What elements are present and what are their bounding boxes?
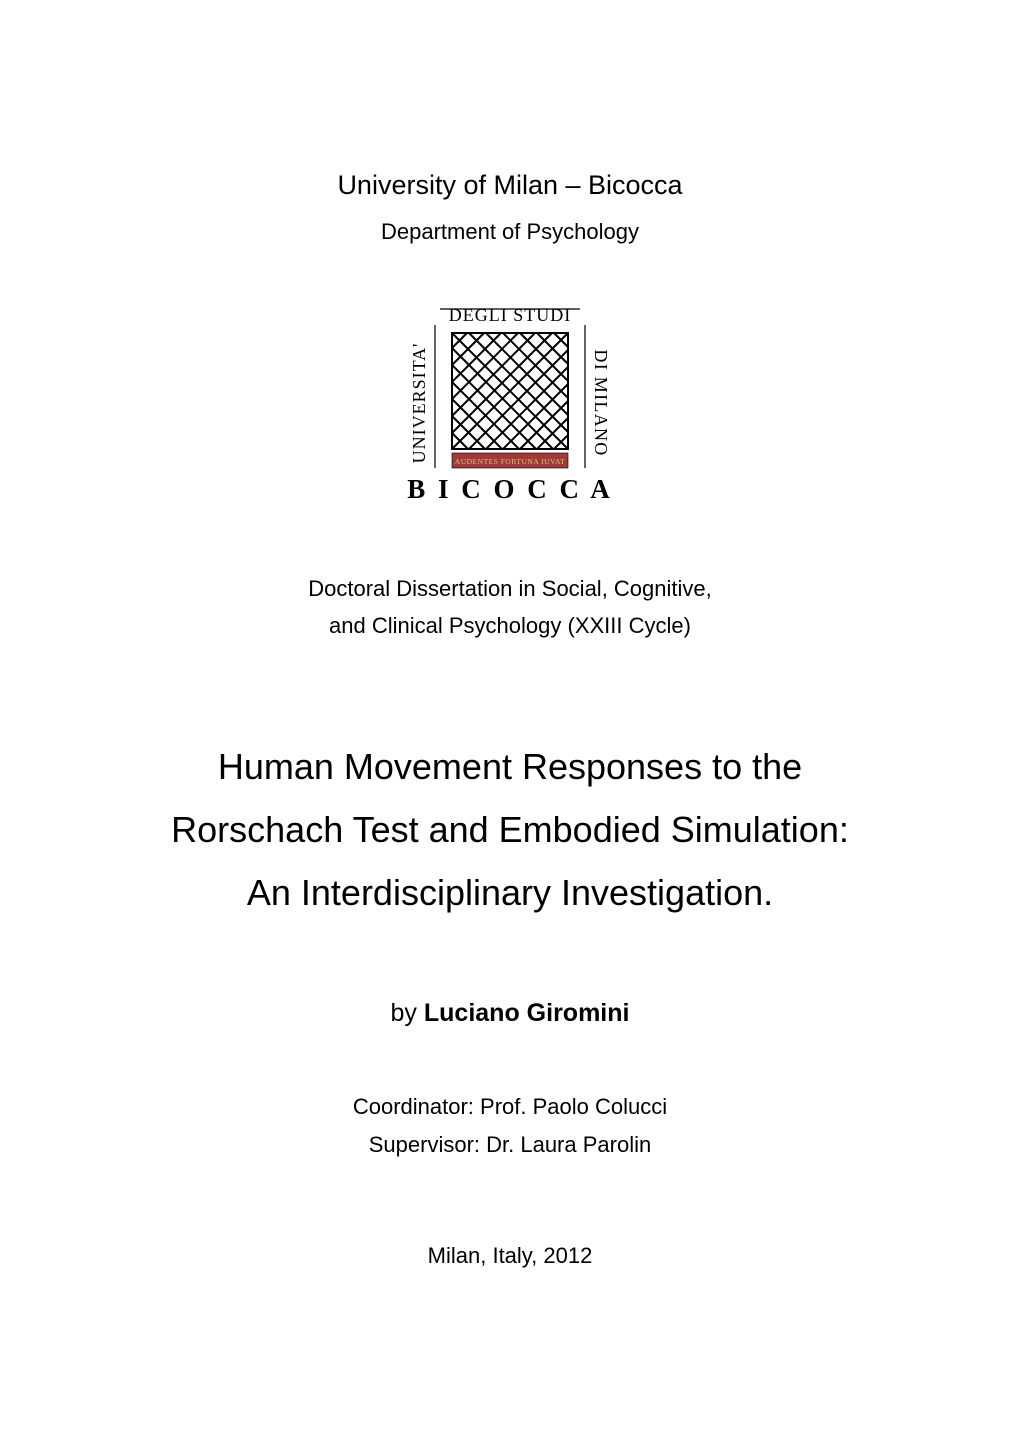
program-line-1: Doctoral Dissertation in Social, Cogniti… <box>308 570 712 607</box>
roles-block: Coordinator: Prof. Paolo Colucci Supervi… <box>353 1088 667 1165</box>
university-logo: DEGLI STUDI UNIVERSITA' DI MILANO <box>405 303 615 510</box>
logo-banner-text: AUDENTES FORTUNA IUVAT <box>455 457 565 466</box>
title-line-3: An Interdisciplinary Investigation. <box>171 861 849 924</box>
program-line-2: and Clinical Psychology (XXIII Cycle) <box>308 607 712 644</box>
title-line-2: Rorschach Test and Embodied Simulation: <box>171 798 849 861</box>
university-name: University of Milan – Bicocca <box>337 170 682 201</box>
logo-right-text: DI MILANO <box>591 349 611 456</box>
author-byline: by Luciano Giromini <box>391 999 630 1028</box>
logo-left-text: UNIVERSITA' <box>409 343 429 464</box>
supervisor-line: Supervisor: Dr. Laura Parolin <box>353 1126 667 1165</box>
byline-prefix: by <box>391 999 424 1027</box>
place-date: Milan, Italy, 2012 <box>428 1243 593 1269</box>
coordinator-line: Coordinator: Prof. Paolo Colucci <box>353 1088 667 1127</box>
program-block: Doctoral Dissertation in Social, Cogniti… <box>308 570 712 645</box>
logo-top-center-text: DEGLI STUDI <box>449 305 571 325</box>
title-line-1: Human Movement Responses to the <box>171 735 849 798</box>
title-page: University of Milan – Bicocca Department… <box>0 0 1020 1443</box>
logo-emblem-hatch <box>452 333 568 449</box>
bicocca-logo-svg: DEGLI STUDI UNIVERSITA' DI MILANO <box>405 303 615 505</box>
logo-bottom-text: B I C O C C A <box>407 474 613 504</box>
dissertation-title: Human Movement Responses to the Rorschac… <box>171 735 849 924</box>
author-name: Luciano Giromini <box>424 999 630 1027</box>
department-name: Department of Psychology <box>381 219 639 245</box>
